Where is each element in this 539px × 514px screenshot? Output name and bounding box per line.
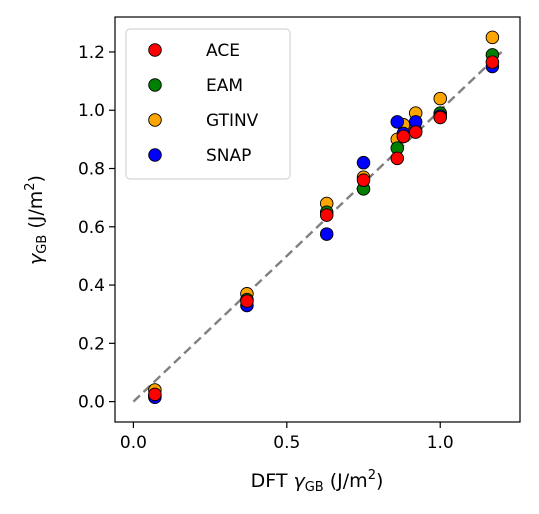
data-point-ace — [356, 173, 371, 187]
y-tick-label: 0.6 — [78, 218, 105, 238]
x-axis-label-subscript: GB — [305, 480, 324, 495]
x-tick-label: 1.0 — [427, 433, 454, 453]
legend-label: GTINV — [206, 111, 259, 131]
x-axis-label-unit-close: ) — [376, 470, 383, 492]
data-point-ace — [390, 151, 405, 166]
series-ace — [148, 55, 500, 402]
y-axis: 0.0 0.2 0.4 0.6 0.8 1.0 1.2 — [78, 43, 115, 413]
y-axis-label-gamma: γ — [25, 252, 47, 265]
y-tick-label: 0.2 — [78, 334, 105, 354]
data-point-snap — [319, 227, 334, 241]
y-tick-label: 1.2 — [78, 43, 105, 63]
legend-marker — [148, 148, 162, 162]
y-tick-label: 0.0 — [78, 393, 105, 413]
legend-marker — [148, 43, 162, 57]
data-point-ace — [240, 294, 254, 308]
legend-item-eam: EAM — [148, 76, 243, 96]
legend-item-ace: ACE — [148, 41, 240, 61]
x-axis-label-unit-sup: 2 — [368, 468, 376, 483]
plot-frame — [114, 16, 521, 423]
data-point-ace — [433, 110, 447, 125]
y-axis-label-unit: (J/m — [25, 191, 47, 235]
data-point-ace — [148, 387, 162, 402]
plot-content — [132, 30, 503, 404]
y-tick-label: 1.0 — [78, 101, 105, 121]
y-tick-label: 0.4 — [78, 276, 105, 296]
x-axis-label: DFT γGB (J/m2) — [251, 468, 384, 495]
legend-marker — [148, 113, 162, 127]
y-axis-label-unit-sup: 2 — [23, 182, 38, 190]
legend-label: ACE — [206, 41, 240, 61]
x-axis-label-prefix: DFT — [251, 470, 294, 492]
data-point-ace — [408, 125, 423, 139]
x-axis-label-unit: (J/m — [324, 470, 368, 492]
legend-item-snap: SNAP — [148, 146, 251, 166]
x-tick-label: 0.0 — [120, 433, 147, 453]
data-point-gtinv — [485, 30, 500, 45]
data-point-ace — [485, 55, 500, 69]
data-point-gtinv — [433, 91, 447, 106]
legend-marker — [148, 78, 162, 92]
x-tick-label: 0.5 — [273, 433, 300, 453]
data-point-ace — [319, 208, 334, 222]
x-axis-label-gamma: γ — [293, 470, 306, 492]
legend: ACE EAM GTINV SNAP — [125, 28, 291, 180]
y-axis-label-subscript: GB — [35, 235, 50, 254]
x-axis: 0.0 0.5 1.0 — [120, 422, 454, 453]
legend-label: EAM — [206, 76, 243, 96]
legend-item-gtinv: GTINV — [148, 111, 259, 131]
data-point-snap — [390, 115, 405, 129]
y-axis-label-unit-close: ) — [25, 175, 47, 182]
legend-label: SNAP — [206, 146, 251, 166]
legend-items: ACE EAM GTINV SNAP — [148, 41, 259, 166]
data-point-ace — [396, 129, 411, 144]
data-point-snap — [356, 155, 371, 170]
y-axis-label: γGB (J/m2) — [23, 175, 50, 265]
y-tick-label: 0.8 — [78, 160, 105, 180]
legend-box — [125, 28, 291, 180]
